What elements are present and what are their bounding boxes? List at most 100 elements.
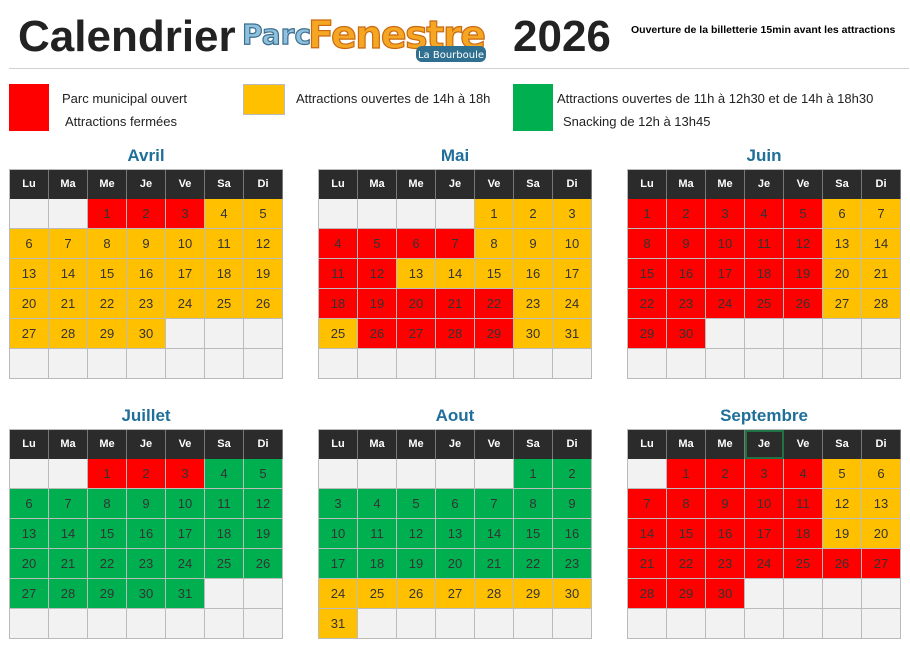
day-cell[interactable]: 12 [244,489,283,519]
day-cell[interactable]: 4 [319,229,358,259]
day-cell[interactable]: 5 [823,459,862,489]
day-cell[interactable]: 2 [127,459,166,489]
empty-cell[interactable] [205,579,244,609]
day-cell[interactable]: 8 [475,229,514,259]
day-cell[interactable]: 18 [358,549,397,579]
empty-cell[interactable] [205,319,244,349]
day-cell[interactable]: 19 [397,549,436,579]
day-cell[interactable]: 19 [244,519,283,549]
weekday-header[interactable]: Sa [514,430,553,459]
empty-cell[interactable] [319,459,358,489]
weekday-header[interactable]: Lu [628,170,667,199]
day-cell[interactable]: 11 [784,489,823,519]
empty-cell[interactable] [553,349,592,379]
day-cell[interactable]: 8 [667,489,706,519]
weekday-header[interactable]: Me [88,170,127,199]
empty-cell[interactable] [706,609,745,639]
day-cell[interactable]: 24 [706,289,745,319]
day-cell[interactable]: 3 [166,459,205,489]
empty-cell[interactable] [166,609,205,639]
day-cell[interactable]: 25 [745,289,784,319]
day-cell[interactable]: 2 [553,459,592,489]
day-cell[interactable]: 22 [88,289,127,319]
day-cell[interactable]: 6 [10,489,49,519]
weekday-header[interactable]: Lu [319,430,358,459]
day-cell[interactable]: 14 [49,259,88,289]
day-cell[interactable]: 30 [127,579,166,609]
day-cell[interactable]: 3 [706,199,745,229]
day-cell[interactable]: 8 [628,229,667,259]
day-cell[interactable]: 27 [862,549,901,579]
day-cell[interactable]: 6 [397,229,436,259]
day-cell[interactable]: 3 [745,459,784,489]
weekday-header[interactable]: Di [553,430,592,459]
day-cell[interactable]: 3 [166,199,205,229]
day-cell[interactable]: 16 [127,259,166,289]
day-cell[interactable]: 8 [514,489,553,519]
day-cell[interactable]: 28 [862,289,901,319]
day-cell[interactable]: 22 [88,549,127,579]
day-cell[interactable]: 2 [667,199,706,229]
empty-cell[interactable] [319,199,358,229]
weekday-header[interactable]: Ve [166,430,205,459]
weekday-header[interactable]: Lu [10,430,49,459]
empty-cell[interactable] [745,609,784,639]
day-cell[interactable]: 15 [628,259,667,289]
weekday-header[interactable]: Lu [319,170,358,199]
weekday-header[interactable]: Ve [475,430,514,459]
empty-cell[interactable] [166,349,205,379]
empty-cell[interactable] [436,609,475,639]
empty-cell[interactable] [745,349,784,379]
empty-cell[interactable] [49,609,88,639]
empty-cell[interactable] [514,609,553,639]
day-cell[interactable]: 22 [475,289,514,319]
day-cell[interactable]: 23 [706,549,745,579]
day-cell[interactable]: 2 [514,199,553,229]
day-cell[interactable]: 30 [553,579,592,609]
day-cell[interactable]: 23 [667,289,706,319]
empty-cell[interactable] [862,349,901,379]
day-cell[interactable]: 5 [397,489,436,519]
weekday-header[interactable]: Ma [49,430,88,459]
day-cell[interactable]: 3 [553,199,592,229]
day-cell[interactable]: 19 [244,259,283,289]
day-cell[interactable]: 15 [514,519,553,549]
empty-cell[interactable] [784,609,823,639]
empty-cell[interactable] [49,459,88,489]
day-cell[interactable]: 6 [10,229,49,259]
day-cell[interactable]: 31 [166,579,205,609]
empty-cell[interactable] [706,349,745,379]
day-cell[interactable]: 27 [10,319,49,349]
day-cell[interactable]: 17 [706,259,745,289]
day-cell[interactable]: 23 [127,549,166,579]
day-cell[interactable]: 29 [667,579,706,609]
day-cell[interactable]: 28 [628,579,667,609]
empty-cell[interactable] [862,319,901,349]
day-cell[interactable]: 12 [358,259,397,289]
day-cell[interactable]: 10 [553,229,592,259]
day-cell[interactable]: 23 [553,549,592,579]
weekday-header[interactable]: Ma [667,430,706,459]
day-cell[interactable]: 6 [823,199,862,229]
day-cell[interactable]: 4 [358,489,397,519]
empty-cell[interactable] [88,609,127,639]
weekday-header[interactable]: Ve [784,430,823,459]
day-cell[interactable]: 5 [244,459,283,489]
day-cell[interactable]: 16 [667,259,706,289]
empty-cell[interactable] [397,609,436,639]
day-cell[interactable]: 25 [358,579,397,609]
day-cell[interactable]: 11 [358,519,397,549]
day-cell[interactable]: 28 [49,319,88,349]
day-cell[interactable]: 5 [784,199,823,229]
day-cell[interactable]: 26 [397,579,436,609]
day-cell[interactable]: 10 [745,489,784,519]
day-cell[interactable]: 11 [319,259,358,289]
weekday-header[interactable]: Je [745,170,784,199]
day-cell[interactable]: 9 [127,229,166,259]
empty-cell[interactable] [205,349,244,379]
day-cell[interactable]: 9 [667,229,706,259]
day-cell[interactable]: 19 [358,289,397,319]
day-cell[interactable]: 6 [862,459,901,489]
empty-cell[interactable] [667,609,706,639]
weekday-header[interactable]: Ma [358,170,397,199]
